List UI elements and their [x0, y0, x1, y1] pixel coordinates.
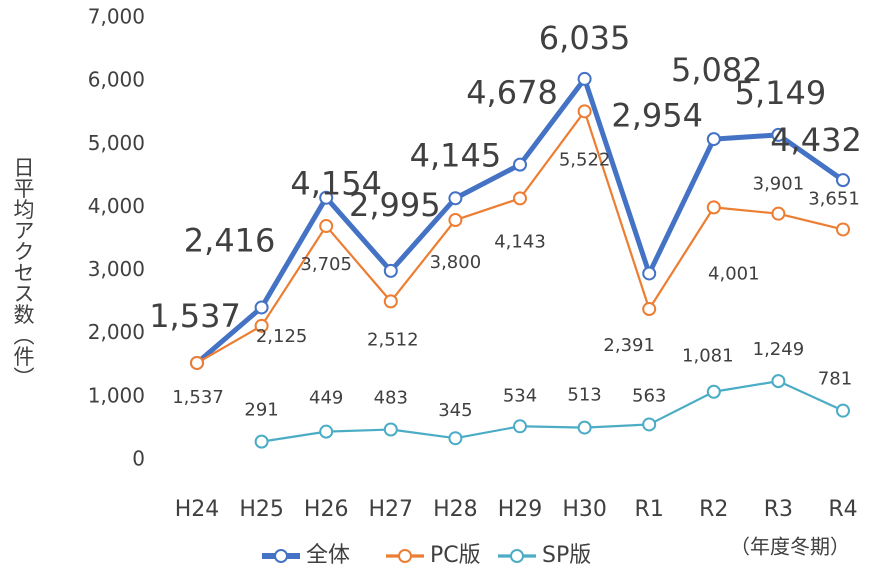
point-marker [642, 417, 657, 432]
point-marker [513, 191, 527, 206]
data-label: 513 [567, 385, 601, 406]
point-marker [642, 302, 657, 317]
data-label: 2,954 [611, 96, 703, 134]
y-tick-label: 3,000 [88, 257, 145, 281]
data-label: 291 [244, 400, 278, 421]
data-label: 2,995 [349, 186, 441, 224]
legend-marker [510, 549, 524, 563]
data-label: 2,512 [367, 329, 419, 350]
x-axis-note: （年度冬期） [730, 535, 850, 559]
series-line [195, 76, 845, 365]
data-label: 6,035 [539, 19, 631, 57]
x-tick-label: H28 [433, 497, 478, 522]
data-label: 781 [818, 369, 852, 390]
point-marker [254, 300, 269, 315]
x-tick-label: H27 [369, 497, 414, 522]
point-marker [254, 318, 269, 333]
point-marker [706, 200, 721, 215]
x-tick-label: H30 [562, 497, 607, 522]
x-tick-label: H25 [239, 497, 284, 522]
data-label: 4,154 [290, 165, 382, 203]
point-marker [771, 206, 786, 221]
point-marker [254, 434, 269, 449]
legend-label: PC版 [430, 543, 481, 568]
x-tick-label: H29 [498, 497, 543, 522]
data-label: 483 [374, 388, 408, 409]
point-marker [448, 431, 463, 446]
y-tick-label: 7,000 [88, 5, 145, 29]
data-label: 3,705 [300, 254, 352, 275]
series-line [261, 380, 844, 443]
data-label: 4,145 [410, 136, 502, 174]
point-marker [771, 127, 786, 142]
point-marker [642, 266, 657, 281]
point-marker [836, 222, 850, 237]
data-label: 5,522 [559, 149, 611, 170]
data-label: 534 [503, 385, 537, 406]
point-marker [383, 294, 398, 309]
data-label: 3,800 [430, 252, 482, 273]
point-marker [706, 384, 721, 399]
point-marker [448, 213, 463, 228]
data-label: 1,249 [753, 339, 805, 360]
point-marker [577, 71, 592, 86]
x-tick-label: H26 [304, 497, 349, 522]
y-axis-label: 日平均アクセス数（件） [11, 157, 35, 388]
point-marker [577, 104, 592, 119]
point-marker [448, 191, 463, 206]
point-marker [513, 157, 527, 172]
point-marker [836, 403, 850, 418]
point-marker [513, 419, 527, 434]
x-tick-label: R3 [764, 497, 793, 522]
data-label: 563 [632, 385, 666, 406]
data-label: 4,001 [708, 263, 760, 284]
point-marker [706, 132, 721, 147]
data-label: 2,125 [256, 326, 308, 347]
x-tick-label: R1 [635, 497, 664, 522]
legend-marker [274, 549, 288, 563]
point-marker [771, 374, 786, 389]
y-tick-label: 2,000 [88, 320, 145, 344]
point-marker [319, 219, 334, 234]
data-label: 449 [309, 388, 343, 409]
y-tick-label: 0 [132, 447, 145, 471]
y-tick-label: 5,000 [88, 131, 145, 155]
point-marker [319, 190, 334, 205]
data-label: 4,678 [466, 74, 558, 112]
point-marker [319, 424, 334, 439]
point-marker [383, 422, 398, 437]
point-marker [577, 420, 592, 435]
point-marker [190, 355, 204, 370]
data-label: 5,149 [735, 74, 827, 112]
data-label: 5,082 [671, 51, 763, 89]
data-label: 2,391 [603, 335, 655, 356]
data-label: 3,901 [753, 174, 805, 195]
legend-marker [398, 549, 412, 563]
x-tick-label: H24 [175, 497, 220, 522]
point-marker [383, 263, 398, 278]
x-tick-label: R4 [828, 497, 857, 522]
point-marker [836, 173, 850, 188]
data-label: 2,416 [184, 221, 276, 259]
y-tick-label: 1,000 [88, 383, 145, 407]
data-label: 1,081 [682, 346, 734, 367]
y-tick-label: 4,000 [88, 194, 145, 218]
data-label: 1,537 [149, 297, 241, 335]
legend-label: SP版 [542, 543, 591, 568]
data-label: 345 [438, 400, 472, 421]
data-label: 4,432 [770, 121, 862, 159]
y-tick-label: 6,000 [88, 68, 145, 92]
data-label: 4,143 [494, 231, 546, 252]
legend-label: 全体 [306, 543, 350, 568]
x-tick-label: R2 [699, 497, 728, 522]
data-label: 3,651 [808, 188, 860, 209]
data-label: 1,537 [172, 387, 224, 408]
